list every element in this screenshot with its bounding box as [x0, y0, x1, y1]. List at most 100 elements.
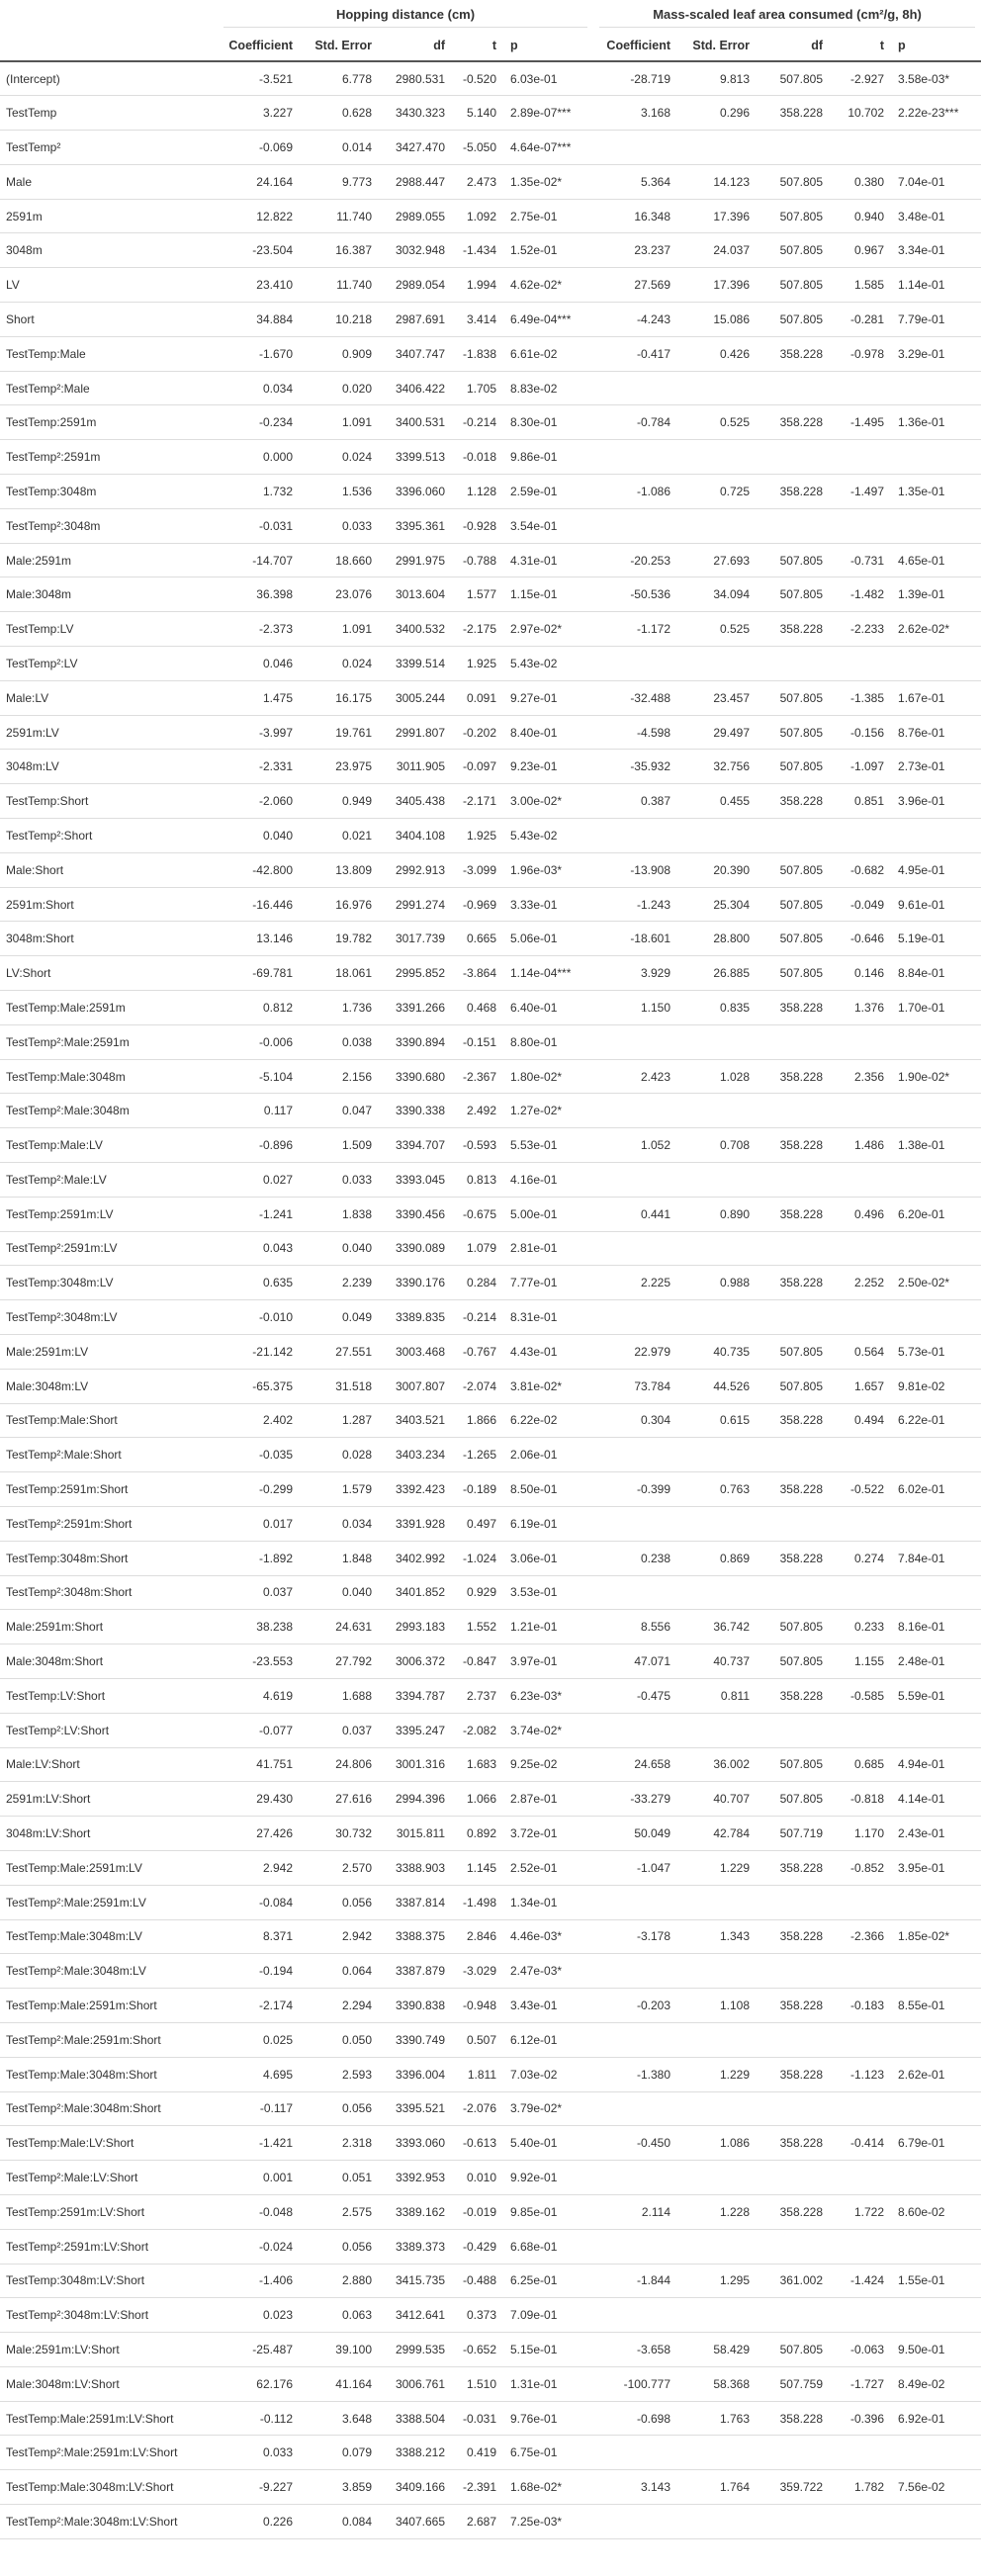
coefficient-cell: -32.488: [593, 680, 679, 716]
table-row: Male 24.164 9.773 2988.447 2.473 1.35e-02* 5.3…: [0, 164, 981, 200]
p-cell: [892, 1575, 981, 1611]
term-cell: TestTemp:Male:3048m:Short: [0, 2057, 218, 2092]
p-cell: 2.48e-01: [892, 1643, 981, 1679]
group-label-hopping: Hopping distance (cm): [223, 3, 588, 28]
coefficient-cell: -0.006: [218, 1024, 301, 1060]
p-cell: 1.96e-03*: [504, 852, 594, 888]
p-cell: 5.06e-01: [504, 921, 594, 957]
p-cell: 5.73e-01: [892, 1334, 981, 1370]
t-cell: 0.685: [831, 1747, 893, 1783]
df-cell: 358.228: [758, 783, 832, 820]
t-cell: 1.705: [453, 371, 504, 406]
t-cell: 1.577: [453, 577, 504, 613]
t-cell: -0.097: [453, 749, 504, 785]
df-cell: 3017.739: [380, 921, 453, 957]
t-cell: 0.496: [831, 1197, 893, 1232]
term-cell: TestTemp²:3048m:LV: [0, 1299, 218, 1335]
term-cell: TestTemp:2591m: [0, 404, 218, 441]
t-cell: -0.214: [453, 404, 504, 441]
df-cell: 507.805: [758, 921, 832, 957]
std-error-cell: 0.037: [301, 1713, 380, 1748]
df-cell: 3400.531: [380, 404, 453, 441]
p-cell: 6.19e-01: [504, 1506, 594, 1542]
std-error-cell: 2.318: [301, 2125, 380, 2162]
std-error-cell: [678, 1231, 758, 1267]
std-error-cell: 1.763: [678, 2401, 758, 2437]
coefficient-cell: 0.117: [218, 1093, 301, 1129]
std-error-cell: [678, 1506, 758, 1542]
df-cell: 507.805: [758, 680, 832, 716]
coefficient-cell: 24.658: [593, 1747, 679, 1783]
coefficient-cell: 0.043: [218, 1231, 301, 1267]
t-cell: 0.284: [453, 1265, 504, 1301]
df-cell: 507.805: [758, 302, 832, 337]
p-cell: 7.04e-01: [892, 164, 981, 200]
p-cell: 2.89e-07***: [504, 95, 594, 132]
coefficient-cell: 23.410: [218, 267, 301, 304]
table-row: Male:LV:Short 41.751 24.806 3001.316 1.683 9.…: [0, 1747, 981, 1783]
p-cell: 8.83e-02: [504, 371, 594, 406]
t-cell: -0.488: [453, 2264, 504, 2299]
std-error-cell: 0.296: [678, 95, 758, 132]
term-cell: LV: [0, 267, 218, 304]
p-cell: [892, 508, 981, 544]
df-cell: [758, 646, 832, 681]
table-row: Male:LV 1.475 16.175 3005.244 0.091 9.27e-01-…: [0, 680, 981, 716]
t-cell: -2.076: [453, 2091, 504, 2127]
term-cell: (Intercept): [0, 61, 218, 97]
table-row: TestTemp:Male:3048m -5.104 2.156 3390.680 -2…: [0, 1059, 981, 1095]
p-cell: 4.64e-07***: [504, 130, 594, 165]
p-cell: 3.72e-01: [504, 1816, 594, 1851]
t-cell: 1.155: [831, 1643, 893, 1679]
p-cell: [892, 130, 981, 165]
df-cell: 3390.338: [380, 1093, 453, 1129]
table-row: TestTemp:LV:Short 4.619 1.688 3394.787 2.737…: [0, 1678, 981, 1714]
term-cell: TestTemp:3048m:LV: [0, 1265, 218, 1301]
coefficient-cell: -0.450: [593, 2125, 679, 2162]
std-error-cell: 0.033: [301, 508, 380, 544]
std-error-cell: 2.942: [301, 1919, 380, 1955]
p-cell: 4.31e-01: [504, 543, 594, 578]
coefficient-cell: 1.150: [593, 990, 679, 1025]
df-cell: 358.228: [758, 2057, 832, 2092]
table-row: TestTemp:LV -2.373 1.091 3400.532 -2.175 2.97…: [0, 611, 981, 648]
t-cell: -0.767: [453, 1334, 504, 1370]
coefficient-cell: 47.071: [593, 1643, 679, 1679]
std-error-cell: 1.228: [678, 2194, 758, 2230]
coefficient-cell: [593, 1024, 679, 1060]
coefficient-cell: 41.751: [218, 1747, 301, 1783]
std-error-cell: [678, 1885, 758, 1920]
std-error-cell: 1.295: [678, 2264, 758, 2299]
t-cell: -1.727: [831, 2366, 893, 2402]
t-cell: [831, 2022, 893, 2058]
term-cell: TestTemp²:Short: [0, 818, 218, 853]
coefficient-cell: -28.719: [593, 61, 679, 97]
t-cell: 10.702: [831, 95, 893, 132]
p-cell: 6.22e-02: [504, 1403, 594, 1439]
std-error-cell: [678, 130, 758, 165]
df-cell: 2989.055: [380, 199, 453, 234]
df-cell: 3015.811: [380, 1816, 453, 1851]
coefficient-cell: -4.243: [593, 302, 679, 337]
coefficient-cell: [593, 1162, 679, 1198]
term-cell: 2591m:LV: [0, 715, 218, 751]
std-error-cell: 44.526: [678, 1369, 758, 1404]
std-error-cell: 2.575: [301, 2194, 380, 2230]
term-cell: TestTemp²:3048m:Short: [0, 1575, 218, 1611]
term-cell: TestTemp²:Male:3048m:LV:Short: [0, 2504, 218, 2539]
p-cell: [892, 1506, 981, 1542]
df-cell: 2993.183: [380, 1609, 453, 1645]
term-cell: TestTemp²:3048m: [0, 508, 218, 544]
coefficient-cell: 2.225: [593, 1265, 679, 1301]
t-cell: 1.128: [453, 474, 504, 509]
table-row: TestTemp:2591m -0.234 1.091 3400.531 -0.214 8…: [0, 404, 981, 441]
term-cell: TestTemp²:LV:Short: [0, 1713, 218, 1748]
t-cell: 1.092: [453, 199, 504, 234]
p-cell: 4.14e-01: [892, 1781, 981, 1818]
t-cell: -0.214: [453, 1299, 504, 1335]
t-cell: -0.948: [453, 1988, 504, 2023]
t-cell: -0.652: [453, 2332, 504, 2367]
p-cell: [892, 2091, 981, 2127]
table-row: TestTemp²:Male 0.034 0.020 3406.422 1.705 8.8…: [0, 371, 981, 406]
table-row: Male:3048m:Short -23.553 27.792 3006.372 -0.…: [0, 1643, 981, 1679]
